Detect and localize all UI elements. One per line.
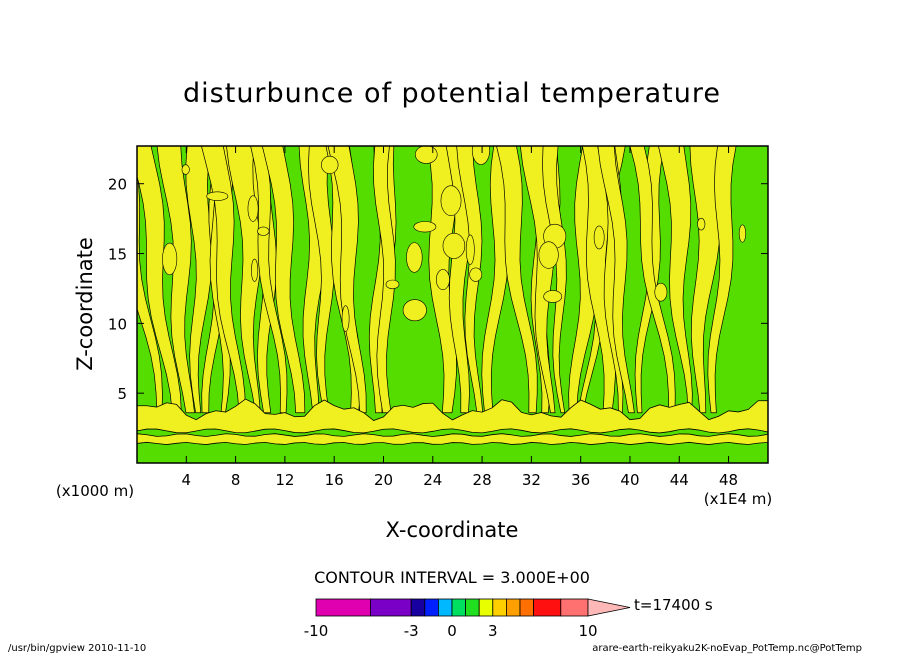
warm-blob: [257, 226, 270, 236]
colorbar: [315, 598, 631, 617]
warm-plume: [137, 171, 163, 414]
warm-blob: [162, 242, 178, 276]
y-scale-label: (x1000 m): [56, 482, 134, 500]
colorbar-segment: [451, 598, 467, 617]
x-tick-label: 48: [719, 471, 738, 489]
x-tick-label: 40: [620, 471, 639, 489]
colorbar-tick-label: -3: [404, 622, 419, 640]
colorbar-tick-label: 3: [488, 622, 498, 640]
colorbar-segment: [437, 598, 453, 617]
colorbar-segment: [560, 598, 589, 617]
colorbar-segment: [410, 598, 426, 617]
warm-blob: [738, 224, 747, 243]
colorbar-labels: -10 -3 0 3 10: [304, 622, 598, 640]
warm-plume: [456, 146, 484, 414]
warm-layer-bottom: [137, 433, 768, 445]
contour-interval-label: CONTOUR INTERVAL = 3.000E+00: [314, 568, 590, 587]
x-tick-label: 24: [423, 471, 442, 489]
colorbar-segment: [465, 598, 480, 617]
x-tick-label: 20: [374, 471, 393, 489]
colorbar-tick-label: 0: [447, 622, 457, 640]
x-tick-label: 36: [571, 471, 590, 489]
x-axis: 4 8 12 16 20 24 28 32 36 40 44 48: [182, 146, 738, 489]
y-axis-label: Z-coordinate: [73, 237, 97, 371]
colorbar-tick-label: 10: [578, 622, 597, 640]
warm-blob: [206, 191, 229, 201]
colorbar-tick-label: -10: [304, 622, 329, 640]
colorbar-extension-arrow: [587, 598, 631, 617]
warm-blob: [251, 258, 259, 282]
y-tick-label: 20: [108, 176, 127, 194]
plot-area: [137, 146, 768, 463]
warm-blob: [593, 225, 605, 250]
warm-plume: [689, 146, 721, 414]
footer-right: arare-earth-reikyaku2K-noEvap_PotTemp.nc…: [592, 643, 862, 654]
y-axis: 5 10 15 20: [108, 176, 768, 403]
y-tick-label: 10: [108, 315, 127, 333]
warm-blob: [465, 234, 475, 265]
plot-frame: [136, 145, 769, 464]
colorbar-segment: [505, 598, 521, 617]
warm-plume: [156, 146, 195, 414]
warm-plume: [137, 146, 182, 414]
warm-plume: [308, 146, 335, 414]
warm-plume: [496, 146, 538, 414]
warm-blob: [471, 146, 490, 165]
warm-blob: [697, 217, 706, 231]
colorbar-segment: [492, 598, 507, 617]
x-tick-label: 4: [182, 471, 192, 489]
x-tick-label: 28: [473, 471, 492, 489]
y-tick-label: 15: [108, 246, 127, 264]
warm-blob: [181, 164, 190, 175]
colorbar-segment: [478, 598, 494, 617]
warm-plume: [707, 146, 737, 414]
warm-blob: [414, 146, 438, 164]
x-tick-label: 16: [325, 471, 344, 489]
warm-blob: [538, 241, 559, 269]
warm-blob: [321, 155, 339, 174]
warm-blob: [435, 269, 450, 291]
warm-blob: [402, 299, 427, 322]
colorbar-segment: [533, 598, 562, 617]
warm-blob: [440, 185, 462, 216]
warm-blob: [247, 195, 259, 222]
warm-plume: [597, 146, 635, 414]
colorbar-segment: [519, 598, 535, 617]
warm-blob: [543, 290, 563, 303]
x-tick-label: 8: [231, 471, 241, 489]
warm-plume: [658, 146, 693, 414]
warm-plume: [201, 146, 246, 414]
warm-plume: [250, 146, 288, 414]
warm-blob: [442, 232, 466, 259]
colorbar-segment: [315, 598, 371, 617]
warm-plume: [519, 146, 556, 414]
x-tick-label: 12: [275, 471, 294, 489]
warm-plume: [542, 146, 567, 414]
warm-layer-mid: [137, 398, 768, 434]
warm-plume: [481, 146, 512, 414]
colorbar-segment: [424, 598, 439, 617]
x-axis-label: X-coordinate: [386, 518, 519, 542]
warm-plume: [373, 146, 396, 414]
band-layer: [137, 398, 768, 445]
x-tick-label: 44: [670, 471, 689, 489]
warm-blob: [406, 242, 423, 273]
chart-title: disturbunce of potential temperature: [183, 78, 721, 109]
warm-blob: [654, 282, 668, 302]
x-tick-label: 32: [522, 471, 541, 489]
time-label: t=17400 s: [634, 596, 713, 614]
warm-blob: [469, 267, 483, 282]
plume-layer: [137, 146, 747, 414]
colorbar-segment: [369, 598, 412, 617]
warm-plume: [261, 146, 306, 414]
x-scale-label: (x1E4 m): [704, 490, 773, 508]
footer-left: /usr/bin/gpview 2010-11-10: [8, 643, 146, 654]
warm-plume: [629, 146, 676, 414]
warm-plume: [185, 146, 213, 414]
y-tick-label: 5: [117, 385, 127, 403]
warm-blob: [385, 279, 400, 290]
warm-blob: [341, 305, 350, 332]
warm-blob: [413, 221, 437, 233]
